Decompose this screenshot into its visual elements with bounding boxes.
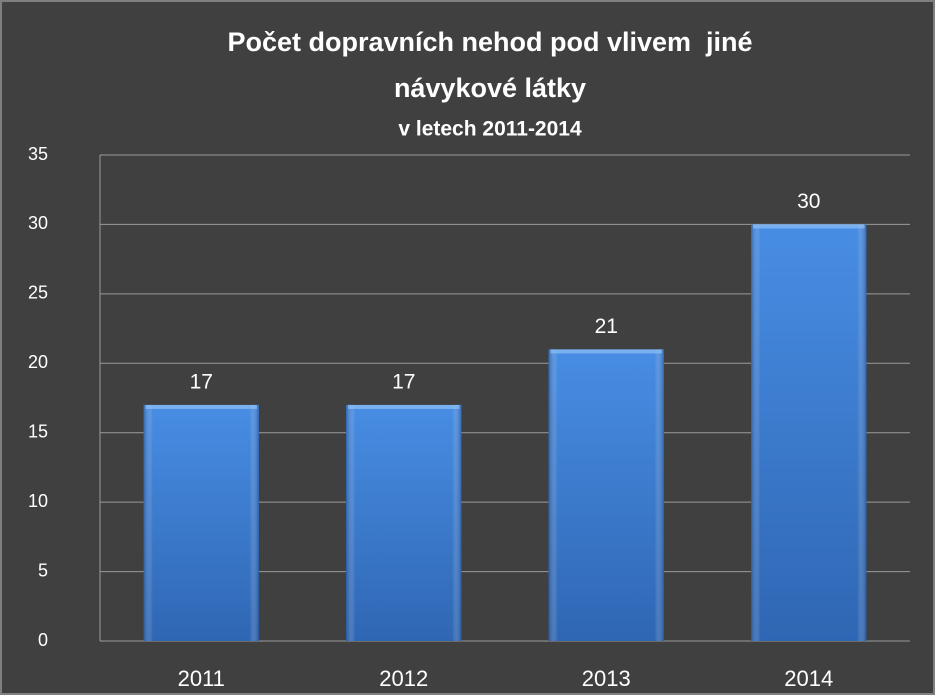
data-label: 30	[797, 190, 820, 213]
x-tick-label: 2012	[379, 666, 428, 691]
y-tick-label: 5	[38, 560, 48, 580]
y-tick-label: 0	[38, 630, 48, 650]
y-tick-label: 25	[28, 283, 48, 303]
y-tick-label: 20	[28, 352, 48, 372]
data-label: 17	[190, 370, 213, 393]
y-tick-label: 30	[28, 213, 48, 233]
y-tick-label: 10	[28, 491, 48, 511]
x-tick-label: 2014	[784, 666, 833, 691]
y-tick-label: 35	[28, 144, 48, 164]
x-tick-label: 2011	[178, 666, 225, 691]
x-tick-label: 2013	[582, 666, 631, 691]
data-label: 17	[392, 370, 415, 393]
bar-highlight	[550, 349, 662, 354]
bar-highlight	[145, 404, 257, 409]
y-tick-label: 15	[28, 421, 48, 441]
bar-bevel	[548, 349, 664, 641]
data-label: 21	[595, 315, 618, 338]
chart-title: návykové látky	[394, 73, 586, 103]
bar-bevel	[751, 224, 867, 641]
bar-highlight	[753, 224, 865, 229]
bar-highlight	[348, 404, 460, 409]
bar-bevel	[346, 404, 462, 641]
chart-subtitle: v letech 2011-2014	[398, 118, 582, 141]
bar-bevel	[143, 404, 259, 641]
chart-title: Počet dopravních nehod pod vlivem jiné	[227, 27, 752, 57]
